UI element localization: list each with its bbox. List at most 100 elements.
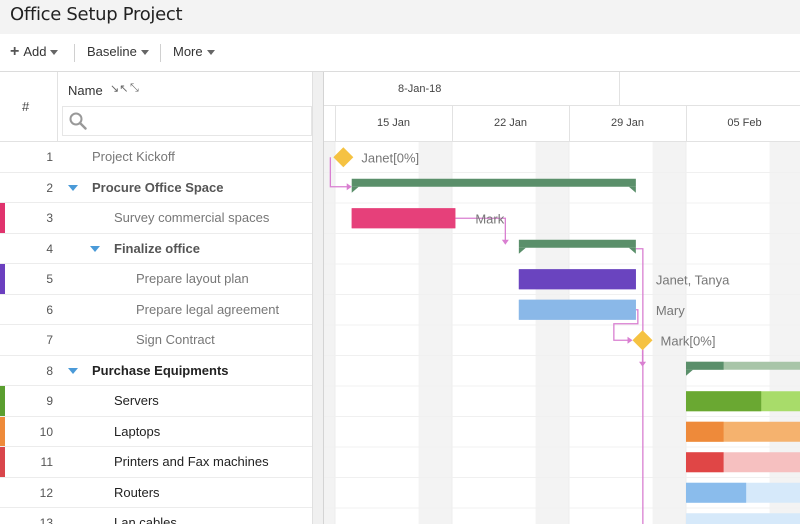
table-row[interactable]: 8 Purchase Equipments xyxy=(0,356,312,386)
row-number: 12 xyxy=(39,485,53,500)
dependency-link xyxy=(329,157,348,188)
summary-bar-progress[interactable] xyxy=(686,361,724,370)
task-resource-label: Janet, Tanya xyxy=(656,272,730,287)
expand-all-icon[interactable]: ⤡ xyxy=(130,82,139,94)
week-divider xyxy=(686,106,687,142)
table-row[interactable]: 1 Project Kickoff xyxy=(0,142,312,173)
weekend-band xyxy=(535,142,569,524)
task-resource-label: Mary xyxy=(656,303,685,318)
timeline-divider xyxy=(619,72,620,106)
table-row[interactable]: 9 Servers xyxy=(0,386,312,417)
task-name[interactable]: Finalize office xyxy=(114,240,200,256)
expand-toggle-icon[interactable] xyxy=(68,367,78,374)
baseline-button-label: Baseline xyxy=(87,44,137,59)
weekend-band xyxy=(652,142,686,524)
row-number-header[interactable]: # xyxy=(0,72,58,142)
timeline-top-label: 8-Jan-18 xyxy=(398,83,442,95)
grid-chart-splitter[interactable] xyxy=(312,72,324,524)
task-name[interactable]: Procure Office Space xyxy=(92,179,224,195)
row-number: 9 xyxy=(46,394,53,408)
table-row[interactable]: 2 Procure Office Space xyxy=(0,173,312,203)
dependency-link xyxy=(635,248,644,524)
week-label: 05 Feb xyxy=(727,117,762,129)
task-bar-progress xyxy=(351,208,456,229)
task-name[interactable]: Routers xyxy=(114,484,160,500)
grid-rows: 1 Project Kickoff 2 Procure Office Space 3 Su… xyxy=(0,142,312,524)
table-row[interactable]: 13 Lan cables xyxy=(0,508,312,524)
search-icon xyxy=(69,112,87,130)
toolbar-divider xyxy=(74,44,75,62)
chevron-down-icon xyxy=(206,49,215,55)
more-button-label: More xyxy=(173,44,203,59)
search-input[interactable] xyxy=(93,110,303,132)
summary-bar-cap xyxy=(686,369,693,376)
task-color-indicator xyxy=(0,386,5,416)
task-grid: # Name ↘↖ ⤡ 1 Project Kickoff 2 Procure Off… xyxy=(0,72,312,524)
row-number: 8 xyxy=(46,363,53,378)
task-name[interactable]: Survey commercial spaces xyxy=(114,210,270,225)
summary-bar-cap xyxy=(518,247,526,254)
dependency-arrow xyxy=(501,239,509,245)
row-number: 11 xyxy=(40,455,53,469)
row-number: 10 xyxy=(39,424,53,439)
dependency-arrow xyxy=(627,336,633,344)
task-color-indicator xyxy=(0,203,5,233)
task-resource-label: Janet[0%] xyxy=(361,150,419,165)
toolbar: + Add Baseline More xyxy=(0,34,800,72)
summary-bar[interactable] xyxy=(686,361,800,370)
chevron-down-icon xyxy=(140,49,149,55)
summary-bar-cap xyxy=(351,186,359,193)
table-row[interactable]: 11 Printers and Fax machines xyxy=(0,447,312,478)
more-button[interactable]: More xyxy=(173,44,215,59)
task-name[interactable]: Laptops xyxy=(114,423,161,439)
table-row[interactable]: 4 Finalize office xyxy=(0,234,312,264)
summary-bar-progress[interactable] xyxy=(518,239,636,248)
table-row[interactable]: 6 Prepare legal agreement xyxy=(0,295,312,325)
row-number: 6 xyxy=(46,302,53,317)
task-name[interactable]: Prepare legal agreement xyxy=(136,301,280,317)
task-color-indicator xyxy=(0,447,5,477)
week-divider xyxy=(569,106,570,142)
milestone-diamond[interactable] xyxy=(333,147,354,168)
task-name[interactable]: Sign Contract xyxy=(136,332,215,347)
task-name[interactable]: Servers xyxy=(114,393,159,408)
summary-bar-cap xyxy=(628,247,636,254)
name-header-label: Name xyxy=(68,83,103,98)
add-button[interactable]: + Add xyxy=(10,43,59,59)
table-row[interactable]: 7 Sign Contract xyxy=(0,325,312,356)
task-resource-label: Mark xyxy=(475,211,504,226)
collapse-all-icon[interactable]: ↘↖ xyxy=(110,83,129,95)
baseline-button[interactable]: Baseline xyxy=(87,44,149,59)
add-button-label: Add xyxy=(23,44,47,59)
task-bar-progress xyxy=(686,482,747,503)
task-name[interactable]: Printers and Fax machines xyxy=(114,454,269,469)
weekend-band xyxy=(324,142,335,524)
expand-toggle-icon[interactable] xyxy=(90,245,100,252)
summary-bar-progress[interactable] xyxy=(351,178,636,187)
title-bar: Office Setup Project xyxy=(0,0,800,34)
table-row[interactable]: 3 Survey commercial spaces xyxy=(0,203,312,234)
task-bar[interactable] xyxy=(686,513,800,524)
expand-toggle-icon[interactable] xyxy=(68,184,78,191)
task-name[interactable]: Lan cables xyxy=(114,515,177,524)
table-row[interactable]: 5 Prepare layout plan xyxy=(0,264,312,295)
toolbar-divider xyxy=(160,44,161,62)
search-box[interactable] xyxy=(62,106,312,136)
timeline-top-tier: 8-Jan-18 xyxy=(324,72,800,106)
table-row[interactable]: 12 Routers xyxy=(0,478,312,508)
task-bar-progress xyxy=(518,269,636,290)
task-color-indicator xyxy=(0,416,5,446)
task-resource-label: Mark[0%] xyxy=(661,333,716,348)
task-name[interactable]: Purchase Equipments xyxy=(92,362,229,378)
task-name[interactable]: Prepare layout plan xyxy=(136,271,249,286)
row-number: 4 xyxy=(46,241,53,256)
task-bar-progress xyxy=(686,421,724,442)
row-number: 2 xyxy=(46,180,53,195)
summary-bar-cap xyxy=(628,186,636,193)
name-column-header[interactable]: Name ↘↖ ⤡ xyxy=(58,72,312,142)
milestone-diamond[interactable] xyxy=(632,330,653,351)
task-name[interactable]: Project Kickoff xyxy=(92,149,175,164)
table-row[interactable]: 10 Laptops xyxy=(0,416,312,447)
gantt-chart: 8-Jan-18 15 Jan 22 Jan 29 Jan 05 Feb Janet[… xyxy=(324,72,800,524)
row-number: 3 xyxy=(46,211,53,225)
